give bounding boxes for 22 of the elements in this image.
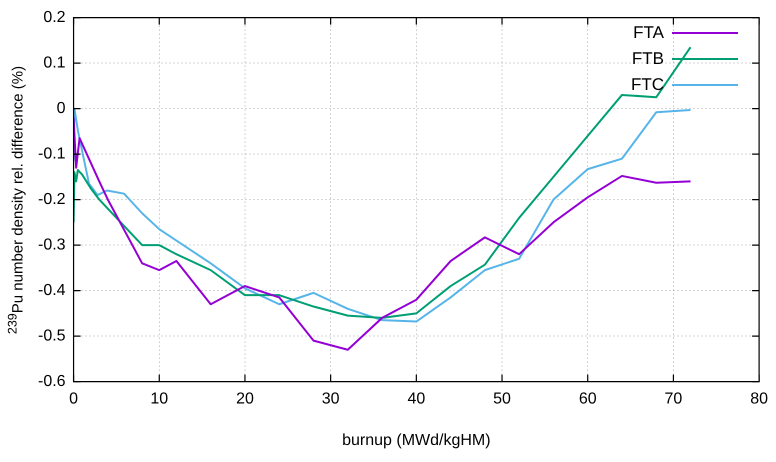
y-tick-label: -0.3	[38, 236, 66, 254]
x-tick-label: 70	[664, 390, 682, 408]
x-tick-label: 40	[407, 390, 426, 408]
legend-label: FTC	[630, 75, 664, 95]
x-tick-label: 30	[322, 390, 340, 408]
x-tick-label: 0	[69, 390, 78, 408]
x-tick-label: 10	[150, 390, 168, 408]
x-axis-title: burnup (MWd/kgHM)	[342, 432, 491, 449]
x-tick-label: 20	[236, 390, 254, 408]
legend-label: FTA	[633, 23, 664, 43]
y-tick-label: 0.2	[43, 9, 66, 26]
y-tick-label: -0.2	[38, 191, 66, 208]
y-tick-label: -0.1	[38, 146, 66, 163]
x-tick-label: 60	[578, 390, 597, 408]
legend-label: FTB	[632, 49, 664, 69]
y-tick-label: -0.4	[38, 282, 66, 300]
y-tick-label: -0.6	[38, 373, 66, 390]
x-tick-label: 80	[750, 390, 768, 408]
y-tick-label: 0	[56, 100, 66, 118]
y-tick-label: -0.5	[38, 328, 66, 345]
y-tick-label: 0.1	[43, 54, 66, 72]
x-tick-label: 50	[493, 390, 512, 408]
